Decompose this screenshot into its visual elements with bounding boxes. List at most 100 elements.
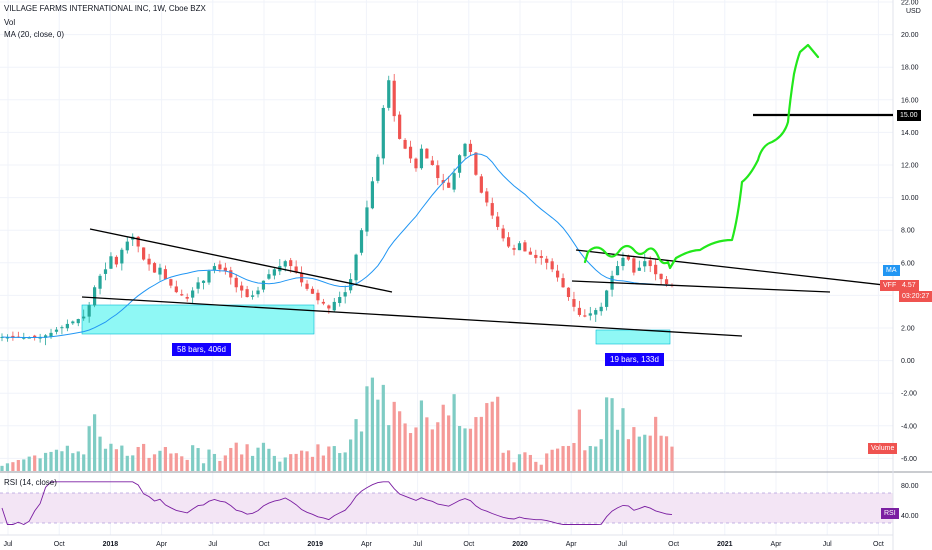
y-tick-label: 22.00 <box>901 0 919 7</box>
volume-bar <box>539 464 543 471</box>
candle-body <box>463 143 467 157</box>
candle-body <box>485 191 489 203</box>
volume-bar <box>163 447 168 471</box>
candle-body <box>316 292 320 301</box>
volume-bar <box>196 448 200 471</box>
ma-line <box>1 153 673 338</box>
range-box-2[interactable] <box>595 329 671 345</box>
candle-body <box>392 80 396 117</box>
ma-legend[interactable]: MA (20, close, 0) <box>4 30 65 39</box>
volume-bar <box>354 419 358 471</box>
candle-body <box>240 285 244 291</box>
candle-body <box>621 257 625 267</box>
trendline-upper-right[interactable] <box>575 249 894 287</box>
trendline-upper-left[interactable] <box>89 228 393 293</box>
symbol-legend[interactable]: VILLAGE FARMS INTERNATIONAL INC, 1W, Cbo… <box>4 4 206 13</box>
volume-bar <box>632 427 636 471</box>
candle-body <box>294 266 298 273</box>
volume-bar <box>180 456 184 471</box>
vol-legend[interactable]: Vol <box>4 18 16 27</box>
y-tick-label: -2.00 <box>901 391 917 398</box>
candle-body <box>577 307 581 315</box>
candle-body <box>54 329 59 332</box>
volume-bar <box>588 446 592 471</box>
target-badge: 15.00 <box>897 110 921 121</box>
rsi-legend[interactable]: RSI (14, close) <box>4 478 57 487</box>
volume-bar <box>191 445 195 471</box>
candle-body <box>76 319 80 324</box>
range-label-2: 19 bars, 133d <box>605 353 664 366</box>
y-tick-label: -4.00 <box>901 423 917 430</box>
candle-body <box>321 301 325 304</box>
volume-bar <box>207 449 211 471</box>
candle-body <box>457 155 462 173</box>
range-box-1[interactable] <box>81 304 315 335</box>
volume-bar <box>468 428 473 471</box>
candle-body <box>125 241 129 251</box>
volume-bar <box>534 461 538 471</box>
volume-bar <box>338 453 342 471</box>
volume-bar <box>310 456 315 471</box>
x-tick-label: 2021 <box>717 541 733 548</box>
candle-body <box>436 165 440 179</box>
volume-bar <box>250 455 255 471</box>
x-tick-label: 2020 <box>512 541 528 548</box>
x-tick-label: Jul <box>413 541 422 548</box>
volume-bar <box>517 454 522 471</box>
rsi-band <box>0 493 893 523</box>
volume-bar <box>398 411 402 471</box>
x-tick-label: Jul <box>823 541 832 548</box>
volume-bar <box>299 450 304 471</box>
volume-bar <box>566 445 571 471</box>
y-tick-label: 2.00 <box>901 326 915 333</box>
volume-bar <box>289 454 293 471</box>
candle-body <box>425 148 429 159</box>
volume-bars <box>0 377 674 471</box>
x-tick-label: Jul <box>4 541 13 548</box>
volume-bar <box>240 454 244 471</box>
candle-body <box>370 181 375 209</box>
volume-bar <box>523 452 527 471</box>
rsi-tick-label: 80.00 <box>901 483 919 490</box>
x-tick-label: Apr <box>361 541 373 548</box>
volume-bar <box>545 453 549 471</box>
volume-bar <box>22 459 26 471</box>
trendline-lower-right[interactable] <box>571 280 831 293</box>
candle-body <box>528 251 532 255</box>
volume-bar <box>556 448 560 471</box>
candle-body <box>408 146 413 159</box>
candle-body <box>659 273 663 280</box>
y-tick-label: 18.00 <box>901 65 919 72</box>
candle-body <box>169 279 173 286</box>
volume-bar <box>201 463 206 471</box>
candle-body <box>599 306 603 312</box>
volume-bar <box>447 415 451 471</box>
candle-body <box>594 310 598 315</box>
volume-bar <box>234 442 238 471</box>
volume-bar <box>643 434 647 471</box>
volume-bar <box>0 465 4 471</box>
y-tick-label: 6.00 <box>901 260 915 267</box>
volume-bar <box>16 460 20 471</box>
volume-bar <box>327 446 331 471</box>
candle-body <box>626 256 631 260</box>
candle-body <box>566 287 571 298</box>
volume-bar <box>114 449 118 471</box>
volume-bar <box>49 451 53 471</box>
volume-bar <box>223 455 227 471</box>
volume-bar <box>457 425 462 471</box>
volume-bar <box>615 429 620 471</box>
y-tick-label: 12.00 <box>901 163 919 170</box>
volume-bar <box>131 455 135 471</box>
x-tick-label: Apr <box>566 541 578 548</box>
projection-path[interactable] <box>583 43 820 270</box>
volume-bar <box>294 453 298 471</box>
candle-body <box>152 263 157 273</box>
volume-bar <box>485 403 489 471</box>
trendline-lower-long[interactable] <box>81 296 743 337</box>
y-tick-label: 16.00 <box>901 97 919 104</box>
candle-body <box>65 323 69 329</box>
range-label-1: 58 bars, 406d <box>172 343 231 356</box>
rsi-axis-ticks: 80.00 40.00 <box>901 483 919 520</box>
